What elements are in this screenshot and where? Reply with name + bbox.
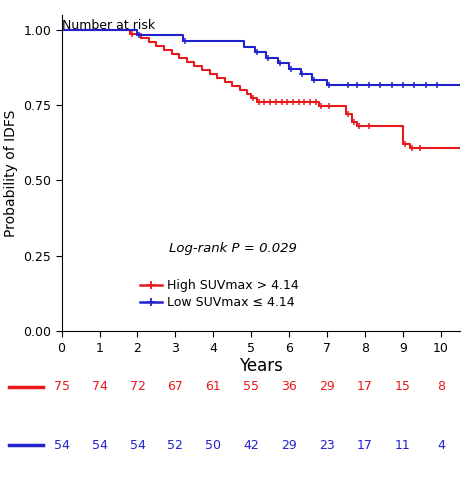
Text: 54: 54 (54, 439, 70, 452)
Text: 15: 15 (395, 380, 411, 393)
X-axis label: Years: Years (239, 357, 283, 375)
Text: Number at risk: Number at risk (62, 19, 155, 33)
Text: 55: 55 (243, 380, 259, 393)
Text: 54: 54 (129, 439, 146, 452)
Text: 67: 67 (167, 380, 183, 393)
Text: 29: 29 (281, 439, 297, 452)
Text: Log-rank P = 0.029: Log-rank P = 0.029 (169, 243, 297, 255)
Y-axis label: Probability of IDFS: Probability of IDFS (4, 109, 18, 237)
Text: 8: 8 (437, 380, 445, 393)
Text: 17: 17 (357, 439, 373, 452)
Text: 72: 72 (129, 380, 146, 393)
Text: 52: 52 (167, 439, 183, 452)
Text: 50: 50 (205, 439, 221, 452)
Text: 74: 74 (91, 380, 108, 393)
Text: 42: 42 (243, 439, 259, 452)
Legend: High SUVmax > 4.14, Low SUVmax ≤ 4.14: High SUVmax > 4.14, Low SUVmax ≤ 4.14 (139, 280, 299, 309)
Text: 75: 75 (54, 380, 70, 393)
Text: 11: 11 (395, 439, 411, 452)
Text: 61: 61 (205, 380, 221, 393)
Text: 23: 23 (319, 439, 335, 452)
Text: 4: 4 (437, 439, 445, 452)
Text: 54: 54 (91, 439, 108, 452)
Text: 36: 36 (281, 380, 297, 393)
Text: 29: 29 (319, 380, 335, 393)
Text: 17: 17 (357, 380, 373, 393)
